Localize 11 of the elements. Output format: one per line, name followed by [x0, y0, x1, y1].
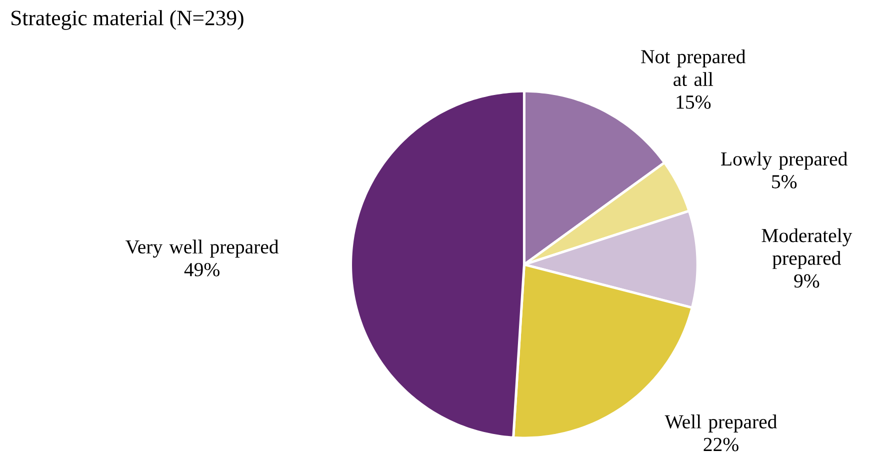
data-label: 15% [676, 96, 711, 109]
slice-label: Lowly prepared [721, 152, 848, 170]
data-label: 9% [794, 274, 820, 288]
data-label: 22% [704, 438, 738, 452]
slice-label: Moderately prepared [762, 228, 852, 270]
slice-label: Well prepared [664, 414, 777, 433]
data-label: 5% [772, 175, 797, 189]
chart-title: Strategic material (N=239) [12, 10, 244, 30]
slice-label: Not prepared at all [641, 50, 746, 86]
data-label: 49% [184, 263, 220, 276]
slice-label: Very well prepared [126, 240, 279, 258]
